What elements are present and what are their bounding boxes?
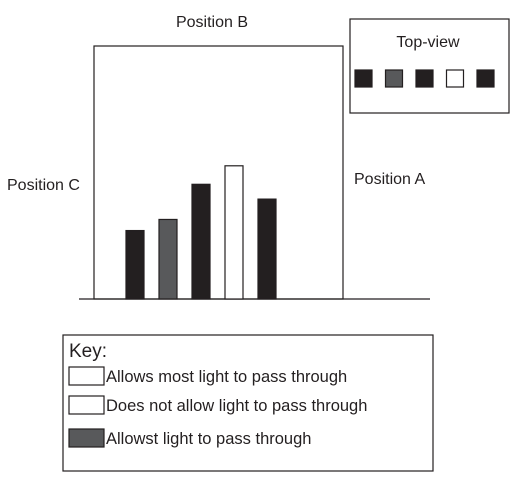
key-items: Allows most light to pass through Does no… bbox=[68, 366, 367, 448]
bar-1 bbox=[125, 229, 145, 300]
top-view-blocks bbox=[354, 69, 495, 88]
bars-group bbox=[125, 165, 277, 300]
bar-4 bbox=[224, 165, 244, 300]
key-swatch-3 bbox=[68, 428, 105, 448]
top-view-block-4 bbox=[445, 69, 465, 88]
key-panel bbox=[62, 334, 434, 472]
top-view-block-5 bbox=[476, 69, 495, 88]
key-swatch-2 bbox=[68, 395, 105, 415]
top-view-block-2 bbox=[384, 69, 404, 88]
key-label-2: Does not allow light to pass through bbox=[106, 397, 367, 415]
key-title: Key: bbox=[69, 341, 107, 362]
top-view-title: Top-view bbox=[396, 34, 460, 51]
key-swatch-1 bbox=[68, 366, 105, 386]
position-a-label: Position A bbox=[354, 171, 425, 188]
top-view-block-1 bbox=[354, 69, 373, 88]
bar-3 bbox=[191, 183, 211, 300]
top-view-block-3 bbox=[415, 69, 434, 88]
top-view-panel bbox=[349, 18, 510, 114]
key-label-1: Allows most light to pass through bbox=[106, 368, 347, 386]
bar-2 bbox=[158, 218, 178, 300]
position-c-label: Position C bbox=[7, 177, 80, 194]
bar-5 bbox=[257, 198, 277, 300]
key-label-3: Allowst light to pass through bbox=[106, 430, 311, 448]
position-b-label: Position B bbox=[176, 14, 248, 31]
